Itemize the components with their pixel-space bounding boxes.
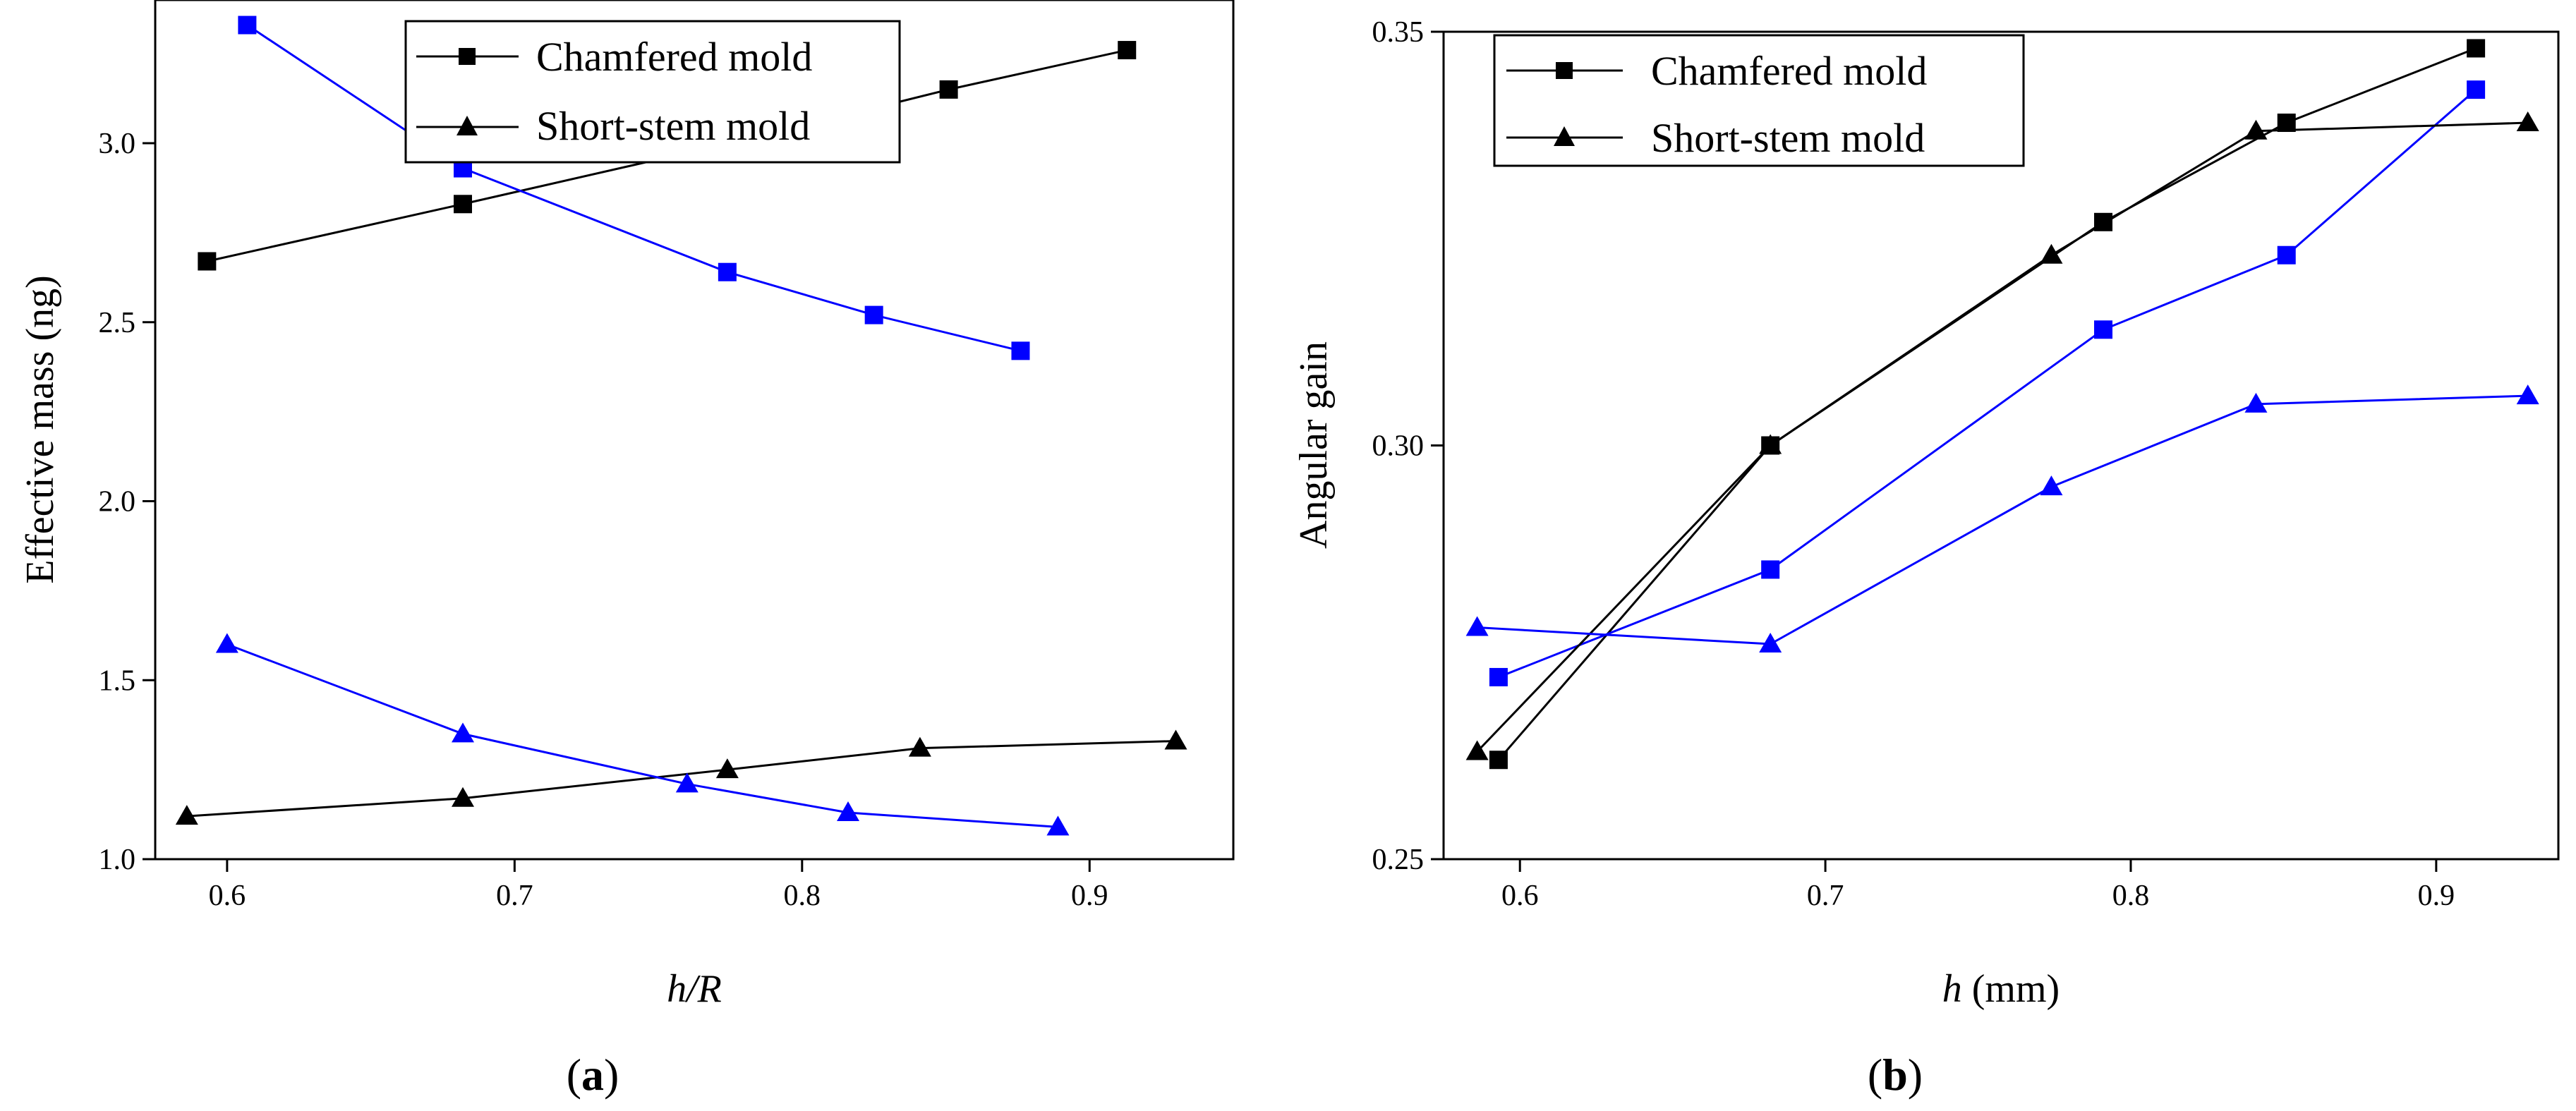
panel-a: 0.6 0.7 0.8 0.9 1.0 1.5 2.0 2.5 3.0 Chamfered mo… [18, 0, 1235, 1100]
legend-box [404, 20, 901, 164]
data-point-triangle [1465, 740, 1489, 760]
y-tick-label: 0.25 [1372, 844, 1425, 876]
data-point-square [1118, 41, 1137, 60]
plot-frame [154, 0, 1235, 861]
data-point-triangle [1046, 815, 1070, 836]
y-tick-label: 2.5 [99, 307, 136, 339]
panel-b: 0.6 0.7 0.8 0.9 0.25 0.30 0.35 Chamfered mold … [1292, 16, 2560, 1100]
legend-label-chamfered: Chamfered mold [1651, 48, 1927, 94]
y-tick-label: 3.0 [99, 128, 136, 160]
data-point-square [198, 252, 217, 271]
data-point-square [1761, 560, 1780, 579]
data-point-square [2277, 245, 2296, 265]
data-point-square [1489, 751, 1508, 770]
data-point-triangle [2516, 384, 2539, 405]
legend-label-short-stem: Short-stem mold [1651, 115, 1925, 161]
data-point-triangle [451, 722, 474, 743]
x-tick-label: 0.7 [496, 880, 533, 912]
x-tick-label: 0.6 [209, 880, 246, 912]
legend-label-chamfered: Chamfered mold [536, 34, 812, 80]
data-point-square [2467, 80, 2486, 99]
data-point-square [453, 195, 472, 214]
data-point-triangle [2244, 392, 2268, 413]
data-point-square [1489, 667, 1508, 686]
axes-ticks: 0.6 0.7 0.8 0.9 1.0 1.5 2.0 2.5 3.0 [99, 128, 1108, 912]
legend-box [1493, 34, 2025, 167]
data-point-triangle [675, 772, 699, 793]
x-tick-label: 0.9 [1071, 880, 1108, 912]
x-tick-label: 0.9 [2418, 880, 2455, 912]
data-point-triangle [451, 787, 474, 807]
series-line-2 [1476, 121, 2528, 753]
data-point-square [2467, 39, 2486, 58]
data-point-triangle [215, 633, 238, 653]
x-axis-title: h (mm) [1942, 967, 2060, 1011]
legend-square-marker [459, 48, 476, 65]
data-point-triangle [715, 758, 739, 779]
series-layer [1465, 39, 2539, 770]
x-tick-label: 0.8 [2112, 880, 2150, 912]
y-tick-label: 1.0 [99, 844, 136, 876]
data-point-triangle [908, 736, 931, 757]
data-point-square [718, 262, 737, 281]
y-tick-label: 2.0 [99, 486, 136, 518]
data-point-triangle [2516, 111, 2539, 132]
x-tick-label: 0.6 [1501, 880, 1539, 912]
data-point-triangle [2244, 119, 2268, 140]
data-point-square [939, 80, 958, 99]
y-tick-label: 0.35 [1372, 16, 1425, 49]
y-axis-title: Effective mass (ng) [18, 275, 62, 583]
data-point-square [238, 16, 257, 35]
data-point-triangle [2040, 475, 2063, 496]
data-point-triangle [1759, 434, 1782, 454]
data-point-triangle [1759, 633, 1782, 653]
legend-triangle-marker [456, 116, 478, 135]
legend: Chamfered mold Short-stem mold [404, 20, 901, 164]
data-point-triangle [175, 805, 198, 825]
legend-triangle-marker [1554, 126, 1575, 146]
data-point-triangle [1164, 729, 1187, 750]
panel-label-b: (b) [1868, 1050, 1923, 1100]
legend-label-short-stem: Short-stem mold [536, 103, 810, 149]
data-point-triangle [836, 801, 859, 822]
x-tick-label: 0.7 [1807, 880, 1844, 912]
data-point-square [864, 305, 883, 324]
series-line-2 [186, 740, 1176, 818]
series-line-3 [226, 643, 1058, 828]
axes-ticks: 0.6 0.7 0.8 0.9 0.25 0.30 0.35 [1372, 16, 2455, 912]
series-layer [175, 16, 1187, 836]
legend-square-marker [1556, 62, 1573, 79]
panel-label-a: (a) [567, 1050, 619, 1100]
y-tick-label: 0.30 [1372, 430, 1425, 463]
data-point-triangle [1465, 616, 1489, 636]
data-point-square [1011, 341, 1030, 360]
series-line-3 [1477, 394, 2528, 645]
x-axis-title: h/R [667, 967, 722, 1011]
y-axis-title: Angular gain [1292, 341, 1336, 549]
x-tick-label: 0.8 [784, 880, 821, 912]
data-point-triangle [2040, 243, 2063, 264]
legend: Chamfered mold Short-stem mold [1493, 34, 2025, 167]
data-point-square [2094, 320, 2113, 339]
y-tick-label: 1.5 [99, 664, 136, 697]
